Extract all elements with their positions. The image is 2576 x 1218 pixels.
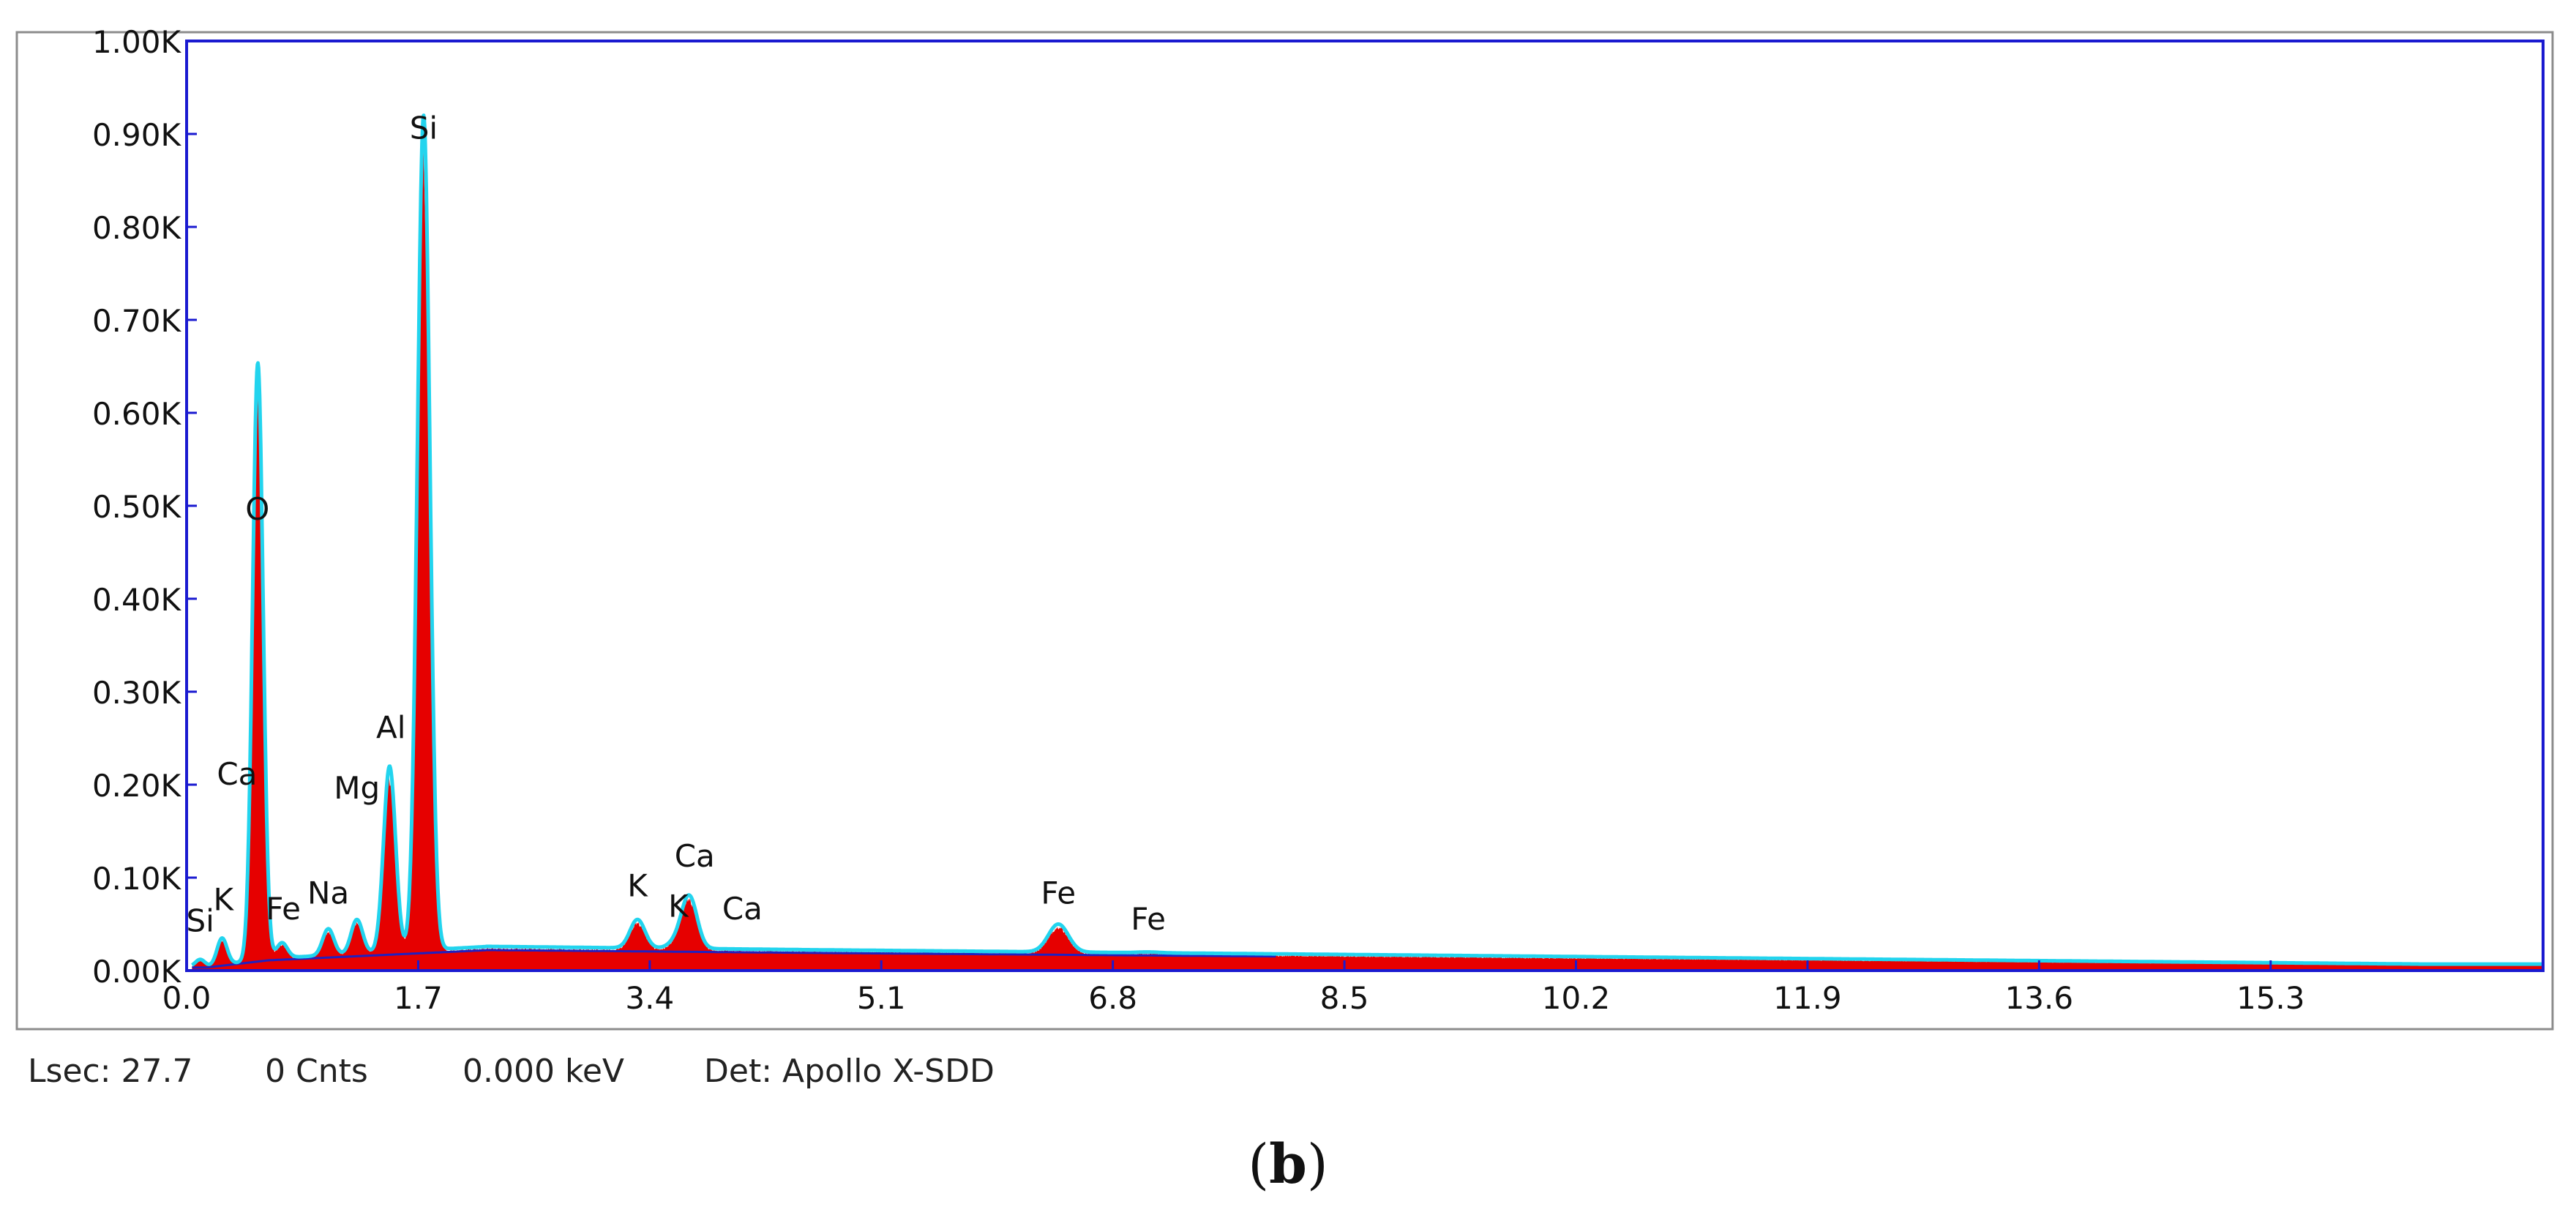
peak-label: Fe bbox=[1041, 875, 1076, 911]
caption-close-paren: ) bbox=[1306, 1133, 1328, 1196]
spectrum-fill bbox=[192, 139, 2544, 971]
x-tick-label: 8.5 bbox=[1320, 980, 1369, 1016]
y-tick-label: 0.90K bbox=[92, 117, 182, 153]
spectrum-layer bbox=[190, 113, 2545, 971]
caption-open-paren: ( bbox=[1248, 1133, 1270, 1196]
x-tick-label: 3.4 bbox=[625, 980, 674, 1016]
x-tick-label: 10.2 bbox=[1542, 980, 1611, 1016]
y-tick-label: 0.40K bbox=[92, 582, 182, 618]
eds-spectrum-chart: 0.00K 0.10K 0.20K 0.30K 0.40K 0.50K 0.60K 0.70K… bbox=[15, 24, 2554, 1031]
peak-label: K bbox=[627, 867, 648, 903]
peak-label: Ca bbox=[675, 838, 715, 874]
x-tick-label: 6.8 bbox=[1088, 980, 1137, 1016]
x-tick-label: 5.1 bbox=[857, 980, 906, 1016]
fit-line bbox=[190, 113, 2545, 967]
x-axis: 0.0 1.7 3.4 5.1 6.8 8.5 10.2 11.9 13.6 15.3 bbox=[162, 960, 2305, 1016]
y-tick-label: 1.00K bbox=[92, 24, 182, 60]
y-tick-label: 0.30K bbox=[92, 675, 182, 711]
peak-label: Si bbox=[186, 903, 214, 939]
y-tick-label: 0.10K bbox=[92, 861, 182, 897]
peak-label: Ca bbox=[722, 891, 763, 927]
peak-label: Ca bbox=[217, 756, 257, 792]
y-tick-label: 0.50K bbox=[92, 489, 182, 525]
x-tick-label: 1.7 bbox=[394, 980, 443, 1016]
y-tick-label: 0.20K bbox=[92, 768, 182, 804]
peak-label: Al bbox=[376, 710, 405, 746]
peak-label: Na bbox=[307, 875, 349, 911]
outer-frame bbox=[15, 31, 2554, 1031]
y-tick-label: 0.00K bbox=[92, 954, 182, 990]
x-tick-label: 13.6 bbox=[2005, 980, 2074, 1016]
peak-label: Fe bbox=[266, 891, 301, 927]
peak-label: Fe bbox=[1131, 901, 1166, 937]
peak-label: K bbox=[668, 888, 689, 924]
figure-caption: (b) bbox=[0, 1133, 2576, 1196]
x-tick-label: 15.3 bbox=[2236, 980, 2305, 1016]
peak-label: K bbox=[213, 881, 234, 917]
background-line bbox=[192, 949, 1276, 969]
detector-readout: Det: Apollo X-SDD bbox=[704, 1053, 995, 1090]
y-tick-label: 0.70K bbox=[92, 303, 182, 339]
x-tick-label: 11.9 bbox=[1773, 980, 1842, 1016]
y-tick-label: 0.80K bbox=[92, 210, 182, 246]
counts-readout: 0 Cnts bbox=[265, 1053, 368, 1090]
y-tick-label: 0.60K bbox=[92, 396, 182, 432]
x-tick-label: 0.0 bbox=[162, 980, 211, 1016]
y-axis: 0.00K 0.10K 0.20K 0.30K 0.40K 0.50K 0.60K 0.70K… bbox=[92, 24, 197, 990]
energy-readout: 0.000 keV bbox=[463, 1053, 625, 1090]
peak-label: Mg bbox=[334, 770, 380, 806]
live-seconds-readout: Lsec: 27.7 bbox=[28, 1053, 193, 1090]
peak-label: O bbox=[245, 491, 269, 527]
peak-label: Si bbox=[410, 110, 438, 146]
caption-letter: b bbox=[1269, 1133, 1307, 1196]
